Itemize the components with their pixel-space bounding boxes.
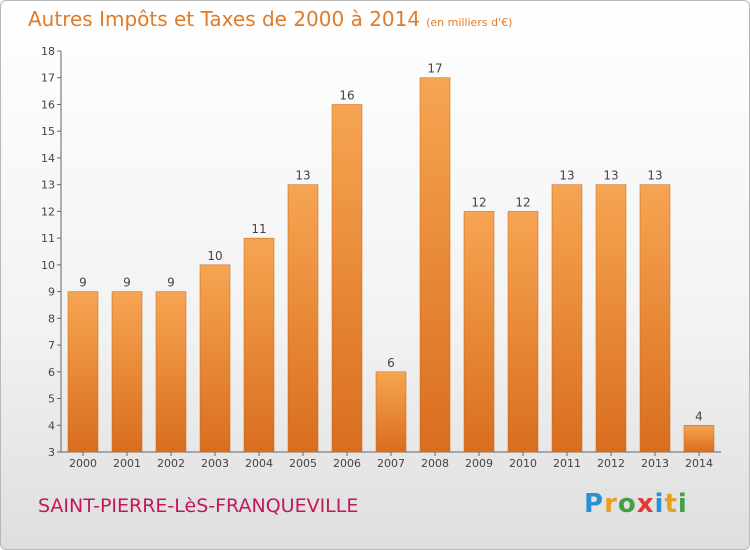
x-tick-label: 2000: [69, 457, 97, 470]
x-tick-label: 2008: [421, 457, 449, 470]
x-tick-label: 2014: [685, 457, 713, 470]
bar-value-label: 13: [603, 169, 618, 183]
x-tick-label: 2007: [377, 457, 405, 470]
y-tick-label: 16: [41, 98, 55, 111]
y-tick-label: 13: [41, 179, 55, 192]
y-tick-label: 14: [41, 152, 55, 165]
bar-value-label: 16: [339, 88, 354, 102]
chart-title-text: Autres Impôts et Taxes de 2000 à 2014: [28, 7, 421, 31]
x-tick-label: 2011: [553, 457, 581, 470]
bar-value-label: 13: [295, 169, 310, 183]
bar: [155, 291, 187, 453]
y-tick-label: 4: [48, 419, 55, 432]
x-tick-label: 2013: [641, 457, 669, 470]
bar-value-label: 9: [123, 276, 131, 290]
y-tick-label: 6: [48, 366, 55, 379]
bar: [551, 184, 583, 453]
x-tick-label: 2012: [597, 457, 625, 470]
y-tick-label: 17: [41, 72, 55, 85]
bar-value-label: 4: [695, 409, 703, 423]
x-tick-label: 2002: [157, 457, 185, 470]
bar: [331, 104, 363, 453]
x-tick-label: 2009: [465, 457, 493, 470]
bar: [639, 184, 671, 453]
bar: [683, 425, 715, 453]
commune-name: SAINT-PIERRE-LèS-FRANQUEVILLE: [38, 495, 359, 517]
y-tick-label: 9: [48, 286, 55, 299]
chart-title: Autres Impôts et Taxes de 2000 à 2014 (en…: [28, 7, 512, 31]
chart-axes: 3 4 5 6 7 8 9 10 11 12 13 14 15 16 17 18 2000 2001 2002 200…: [41, 45, 721, 470]
y-tick-label: 11: [41, 232, 55, 245]
bar-value-label: 6: [387, 356, 395, 370]
bar-value-label: 11: [251, 222, 266, 236]
bar: [287, 184, 319, 453]
bar: [111, 291, 143, 453]
bar: [67, 291, 99, 453]
bar-value-label: 12: [471, 195, 486, 209]
bar-value-label: 17: [427, 62, 442, 76]
bar-value-label: 13: [647, 169, 662, 183]
y-tick-label: 15: [41, 125, 55, 138]
y-tick-label: 18: [41, 45, 55, 58]
x-tick-label: 2005: [289, 457, 317, 470]
bar: [375, 371, 407, 453]
x-tick-label: 2006: [333, 457, 361, 470]
y-tick-label: 10: [41, 259, 55, 272]
bar: [199, 264, 231, 453]
y-tick-label: 7: [48, 339, 55, 352]
bar-value-label: 9: [167, 276, 175, 290]
x-tick-label: 2001: [113, 457, 141, 470]
proxiti-logo: Proxiti: [584, 489, 688, 519]
bar-value-label: 9: [79, 276, 87, 290]
bar: [419, 77, 451, 453]
x-tick-label: 2010: [509, 457, 537, 470]
y-tick-label: 12: [41, 205, 55, 218]
y-tick-label: 3: [48, 446, 55, 459]
chart-unit: (en milliers d'€): [426, 16, 513, 29]
x-tick-label: 2003: [201, 457, 229, 470]
chart-bars: 9 9 9 10 11 13 16 6 17 12 12 13 13 13 4: [67, 62, 715, 453]
bar-value-label: 13: [559, 169, 574, 183]
bar: [463, 211, 495, 453]
x-tick-label: 2004: [245, 457, 273, 470]
y-tick-label: 5: [48, 393, 55, 406]
bar-value-label: 12: [515, 195, 530, 209]
bar: [243, 237, 275, 453]
bar-value-label: 10: [207, 249, 222, 263]
bar: [595, 184, 627, 453]
bar: [507, 211, 539, 453]
y-tick-label: 8: [48, 312, 55, 325]
